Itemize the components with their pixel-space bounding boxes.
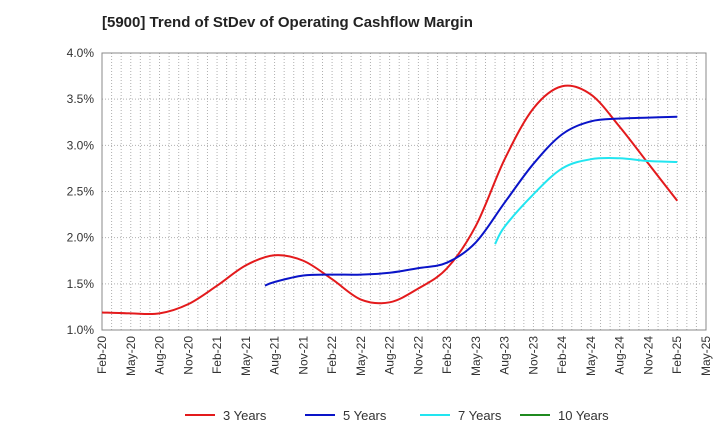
legend-label: 3 Years xyxy=(223,408,267,423)
x-tick-label: Aug-21 xyxy=(268,336,282,375)
x-tick-label: May-21 xyxy=(239,336,253,376)
legend-item: 7 Years xyxy=(420,408,502,423)
plot-frame xyxy=(101,52,707,331)
x-tick-label: Nov-23 xyxy=(526,336,540,375)
legend-item: 10 Years xyxy=(520,408,609,423)
x-tick-label: Feb-21 xyxy=(210,336,224,374)
x-tick-label: Feb-23 xyxy=(440,336,454,374)
legend-item: 5 Years xyxy=(305,408,387,423)
legend-label: 7 Years xyxy=(458,408,502,423)
series-line-3-years xyxy=(101,84,679,316)
y-tick-label: 1.5% xyxy=(67,277,95,291)
y-tick-label: 2.5% xyxy=(67,185,95,199)
x-tick-label: Nov-24 xyxy=(641,336,655,375)
x-tick-label: Aug-22 xyxy=(383,336,397,375)
x-tick-label: Feb-24 xyxy=(555,336,569,374)
x-tick-label: Nov-21 xyxy=(296,336,310,375)
x-tick-label: Aug-24 xyxy=(613,336,627,375)
x-tick-label: Feb-20 xyxy=(95,336,109,374)
legend-label: 10 Years xyxy=(558,408,609,423)
x-tick-label: Nov-22 xyxy=(411,336,425,375)
y-tick-label: 1.0% xyxy=(67,323,95,337)
y-tick-label: 4.0% xyxy=(67,46,95,60)
y-tick-label: 2.0% xyxy=(67,231,95,245)
x-tick-label: May-23 xyxy=(469,336,483,376)
x-tick-label: May-25 xyxy=(699,336,713,376)
series-line-7-years xyxy=(494,156,678,245)
series-line-5-years xyxy=(264,115,678,287)
legend-item: 3 Years xyxy=(185,408,267,423)
x-tick-label: Feb-22 xyxy=(325,336,339,374)
x-tick-label: Aug-23 xyxy=(498,336,512,375)
y-tick-label: 3.5% xyxy=(67,92,95,106)
x-tick-label: Nov-20 xyxy=(181,336,195,375)
x-tick-label: May-22 xyxy=(354,336,368,376)
y-tick-label: 3.0% xyxy=(67,138,95,152)
x-tick-label: May-24 xyxy=(584,336,598,376)
x-tick-label: May-20 xyxy=(124,336,138,376)
x-tick-label: Aug-20 xyxy=(153,336,167,375)
x-tick-label: Feb-25 xyxy=(670,336,684,374)
chart-title: [5900] Trend of StDev of Operating Cashf… xyxy=(102,14,473,31)
legend-label: 5 Years xyxy=(343,408,387,423)
